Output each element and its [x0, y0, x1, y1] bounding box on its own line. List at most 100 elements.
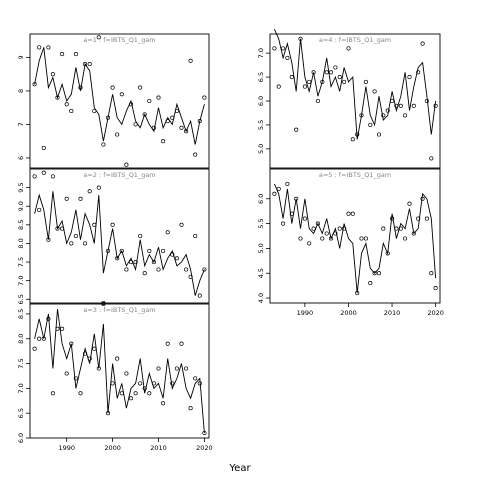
- y-tick-label: 7.0: [257, 48, 265, 58]
- x-axis-label: Year: [228, 463, 251, 474]
- y-tick-label: 7.0: [17, 275, 25, 285]
- data-point: [179, 341, 184, 346]
- data-point: [429, 271, 434, 276]
- data-point: [381, 113, 386, 118]
- data-point: [302, 84, 307, 89]
- data-point: [394, 226, 399, 231]
- data-point: [337, 75, 342, 80]
- data-point: [50, 391, 55, 396]
- data-point: [73, 52, 78, 57]
- data-point: [294, 196, 299, 201]
- data-point: [115, 132, 120, 137]
- y-tick-label: 7: [17, 122, 25, 126]
- y-tick-label: 8.5: [17, 220, 25, 230]
- data-point: [96, 366, 101, 371]
- data-point: [333, 231, 338, 236]
- data-point: [50, 72, 55, 77]
- data-point: [355, 132, 360, 137]
- x-tick-label: 2000: [340, 309, 357, 317]
- panel-title: a=5 : f=IBTS_Q1_gam: [319, 171, 391, 179]
- data-point: [193, 152, 198, 157]
- data-point: [165, 230, 170, 235]
- data-point: [60, 52, 65, 57]
- y-tick-label: 6: [17, 156, 25, 160]
- panel-title: a=2 : f=IBTS_Q1_gam: [83, 171, 155, 179]
- data-point: [372, 271, 377, 276]
- data-point: [138, 85, 143, 90]
- data-point: [87, 189, 92, 194]
- series-line: [34, 47, 205, 145]
- data-point: [328, 236, 334, 241]
- data-point: [188, 274, 193, 279]
- y-tick-label: 6.0: [257, 194, 265, 204]
- data-point: [188, 58, 193, 63]
- y-tick-label: 8.0: [17, 238, 25, 248]
- data-point: [350, 137, 355, 142]
- data-point: [197, 119, 202, 124]
- data-point: [294, 127, 299, 132]
- y-tick-label: 8.0: [17, 334, 25, 344]
- data-point: [337, 226, 342, 231]
- data-point: [133, 391, 138, 396]
- y-tick-label: 7.5: [17, 358, 25, 368]
- data-point: [188, 406, 193, 411]
- data-point: [124, 162, 129, 167]
- data-point: [355, 291, 360, 296]
- data-point: [147, 391, 152, 396]
- series-line: [273, 183, 437, 294]
- data-point: [151, 260, 156, 265]
- data-point: [424, 216, 429, 221]
- data-point: [37, 45, 42, 50]
- data-point: [142, 271, 147, 276]
- data-point: [359, 236, 364, 241]
- y-tick-label: 7.0: [17, 383, 25, 393]
- data-point: [156, 95, 161, 100]
- panel-frame: [29, 303, 210, 439]
- data-point: [115, 256, 120, 261]
- data-point: [420, 196, 425, 201]
- data-point: [398, 226, 403, 231]
- data-point: [55, 226, 60, 231]
- data-point: [69, 108, 74, 114]
- data-point: [41, 170, 46, 175]
- data-point: [193, 233, 198, 239]
- data-point: [37, 336, 42, 341]
- data-point: [281, 221, 286, 226]
- y-tick-label: 4.0: [257, 293, 265, 303]
- panel-title: a=4 : f=IBTS_Q1_gam: [319, 36, 391, 44]
- data-point: [202, 430, 207, 436]
- data-point: [407, 75, 412, 80]
- data-point: [398, 103, 403, 108]
- data-point: [424, 98, 429, 104]
- data-point: [83, 241, 88, 246]
- data-point: [110, 222, 115, 227]
- panel-frame: [269, 33, 441, 169]
- data-point: [83, 62, 88, 67]
- data-point: [328, 70, 334, 75]
- y-tick-label: 6.5: [257, 72, 265, 82]
- data-point: [32, 346, 37, 351]
- data-point: [73, 376, 78, 381]
- data-point: [403, 113, 408, 118]
- data-point: [64, 102, 69, 107]
- data-point: [368, 281, 373, 286]
- data-point: [276, 84, 281, 89]
- data-point: [285, 181, 290, 186]
- y-tick-label: 8: [17, 89, 25, 93]
- data-point: [281, 46, 286, 51]
- x-tick-label: 2020: [427, 309, 444, 317]
- data-point: [390, 216, 395, 221]
- data-point: [147, 98, 152, 104]
- data-point: [333, 65, 338, 70]
- series-line: [273, 29, 437, 140]
- data-point: [138, 381, 143, 386]
- data-point: [311, 226, 316, 231]
- y-tick-label: 6.5: [17, 408, 25, 418]
- data-point: [161, 248, 166, 253]
- data-point: [411, 231, 416, 236]
- data-point: [289, 211, 294, 216]
- data-point: [197, 381, 202, 386]
- data-point: [170, 381, 175, 386]
- data-point: [285, 55, 290, 60]
